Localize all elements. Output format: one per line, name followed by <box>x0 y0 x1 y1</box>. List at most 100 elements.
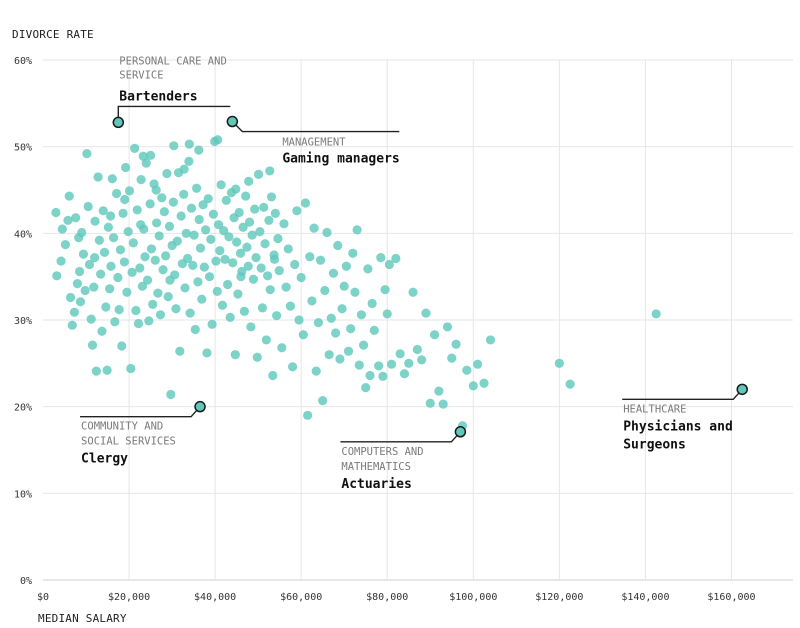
data-point <box>135 263 145 273</box>
data-point <box>335 354 345 364</box>
data-point <box>117 341 127 351</box>
data-point <box>404 358 414 368</box>
data-point <box>235 248 246 258</box>
data-point <box>179 189 189 199</box>
data-point <box>211 256 221 266</box>
y-tick-label: 50% <box>14 143 32 154</box>
highlighted-point <box>736 383 748 396</box>
data-point <box>165 275 175 285</box>
annotation-name: Physicians and <box>623 419 733 434</box>
data-point <box>651 309 661 319</box>
data-point <box>447 353 457 363</box>
data-point <box>216 180 226 190</box>
annotation-name: Bartenders <box>119 89 197 104</box>
data-point <box>256 263 266 273</box>
data-point <box>230 350 240 360</box>
data-point <box>155 310 166 320</box>
data-point <box>417 355 427 365</box>
data-point <box>257 303 268 313</box>
data-point <box>164 221 175 231</box>
annotation-category: HEALTHCARE <box>623 403 686 415</box>
data-point <box>84 259 95 270</box>
y-tick-label: 30% <box>14 316 32 327</box>
data-point <box>172 236 182 246</box>
data-point <box>348 248 358 258</box>
data-point <box>175 346 185 356</box>
data-point <box>268 370 278 381</box>
data-point <box>374 361 384 371</box>
data-point <box>151 185 161 195</box>
data-point <box>123 227 133 237</box>
data-point <box>190 324 200 335</box>
data-point <box>142 275 153 285</box>
data-point <box>248 274 259 284</box>
x-tick-label: $120,000 <box>535 592 583 603</box>
data-point <box>194 145 204 155</box>
data-point <box>277 343 287 353</box>
x-tick-label: $40,000 <box>194 592 236 603</box>
data-point <box>150 255 160 265</box>
data-point <box>221 195 231 205</box>
data-point <box>78 249 89 259</box>
y-tick-label: 60% <box>14 56 32 67</box>
annotation-name: Surgeons <box>623 437 686 452</box>
data-point <box>207 319 217 329</box>
annotation-category: PERSONAL CARE AND <box>119 55 226 67</box>
data-point <box>330 328 341 338</box>
y-tick-label: 0% <box>20 576 32 587</box>
data-point <box>270 208 280 218</box>
data-point <box>233 289 243 299</box>
data-point <box>98 206 108 216</box>
data-point <box>283 244 293 254</box>
data-point <box>192 183 202 193</box>
data-point <box>369 325 379 335</box>
data-point <box>133 318 144 329</box>
data-point <box>90 216 100 226</box>
data-point <box>181 228 191 238</box>
data-point <box>71 213 81 223</box>
data-point <box>204 272 215 282</box>
x-tick-label: $0 <box>37 592 49 603</box>
data-point <box>408 287 418 297</box>
data-point <box>201 225 211 235</box>
data-point <box>265 285 275 295</box>
data-point <box>311 366 321 376</box>
data-point <box>105 284 115 294</box>
y-tick-label: 10% <box>14 489 32 500</box>
data-point <box>309 223 319 233</box>
data-point <box>101 302 111 312</box>
data-point <box>228 258 238 268</box>
data-point <box>382 309 392 319</box>
data-point <box>554 358 564 368</box>
data-point <box>65 292 76 303</box>
highlighted-point <box>112 116 125 129</box>
data-point <box>93 172 103 182</box>
data-point <box>378 371 388 381</box>
y-tick-label: 20% <box>14 403 32 414</box>
data-point <box>171 304 181 314</box>
data-point <box>263 271 273 281</box>
data-point <box>108 233 119 243</box>
data-point <box>105 211 116 221</box>
data-point <box>215 246 225 256</box>
data-point <box>352 225 362 235</box>
data-point <box>565 379 575 389</box>
data-point <box>132 205 142 215</box>
data-point <box>60 240 70 250</box>
data-point <box>219 226 229 236</box>
data-point <box>136 175 146 185</box>
data-point <box>103 222 114 232</box>
data-point <box>260 239 270 249</box>
data-point <box>145 150 156 160</box>
data-point <box>222 279 233 290</box>
data-point <box>326 313 336 323</box>
data-point <box>313 318 323 328</box>
data-point <box>261 335 271 345</box>
data-point <box>384 259 394 270</box>
data-point <box>391 253 401 264</box>
data-point <box>318 396 328 406</box>
data-point <box>118 208 128 218</box>
data-point <box>367 298 377 309</box>
data-point <box>253 169 264 179</box>
data-point <box>328 268 339 278</box>
